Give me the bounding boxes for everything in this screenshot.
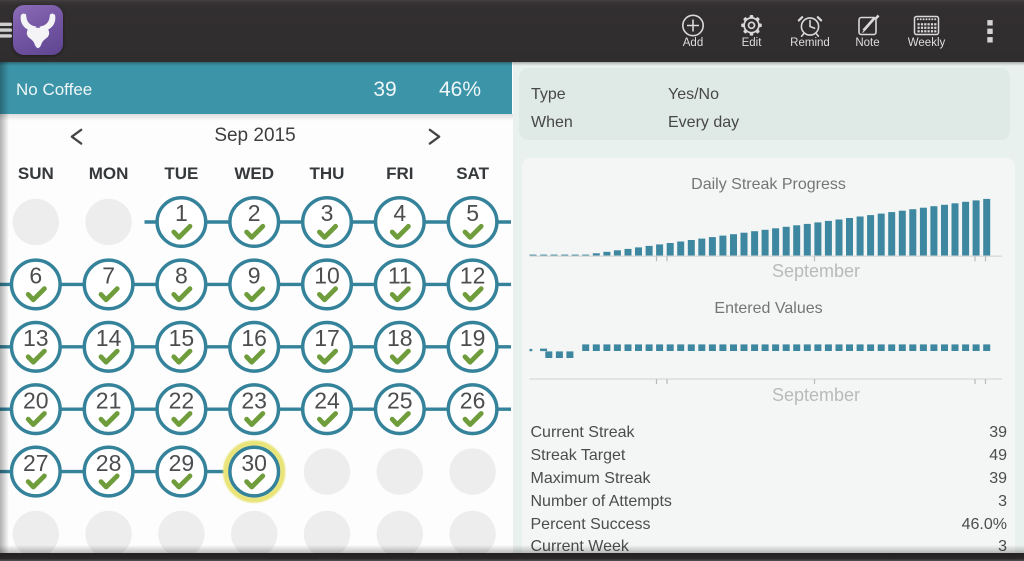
svg-text:20: 20 — [23, 387, 49, 413]
svg-text:7: 7 — [102, 263, 115, 289]
svg-text:21: 21 — [96, 387, 122, 413]
svg-text:19: 19 — [460, 325, 486, 351]
svg-text:11: 11 — [388, 263, 412, 289]
svg-text:5: 5 — [466, 200, 479, 226]
svg-text:27: 27 — [23, 450, 49, 476]
svg-text:30: 30 — [241, 450, 267, 476]
svg-text:22: 22 — [169, 387, 195, 413]
svg-text:14: 14 — [96, 325, 122, 351]
svg-text:1: 1 — [175, 200, 188, 226]
svg-text:25: 25 — [387, 387, 413, 413]
svg-text:12: 12 — [460, 263, 486, 289]
svg-text:15: 15 — [169, 325, 195, 351]
svg-text:28: 28 — [96, 450, 122, 476]
svg-text:3: 3 — [321, 200, 334, 226]
svg-text:29: 29 — [169, 450, 195, 476]
svg-text:13: 13 — [23, 325, 49, 351]
svg-text:6: 6 — [29, 263, 42, 289]
svg-text:9: 9 — [248, 263, 261, 289]
svg-text:18: 18 — [387, 325, 413, 351]
svg-text:17: 17 — [314, 325, 340, 351]
svg-text:4: 4 — [393, 200, 406, 226]
svg-text:8: 8 — [175, 263, 188, 289]
svg-text:10: 10 — [314, 263, 340, 289]
svg-text:2: 2 — [248, 200, 261, 226]
svg-text:23: 23 — [241, 387, 267, 413]
svg-text:24: 24 — [314, 387, 340, 413]
svg-text:26: 26 — [460, 387, 486, 413]
svg-text:16: 16 — [241, 325, 267, 351]
